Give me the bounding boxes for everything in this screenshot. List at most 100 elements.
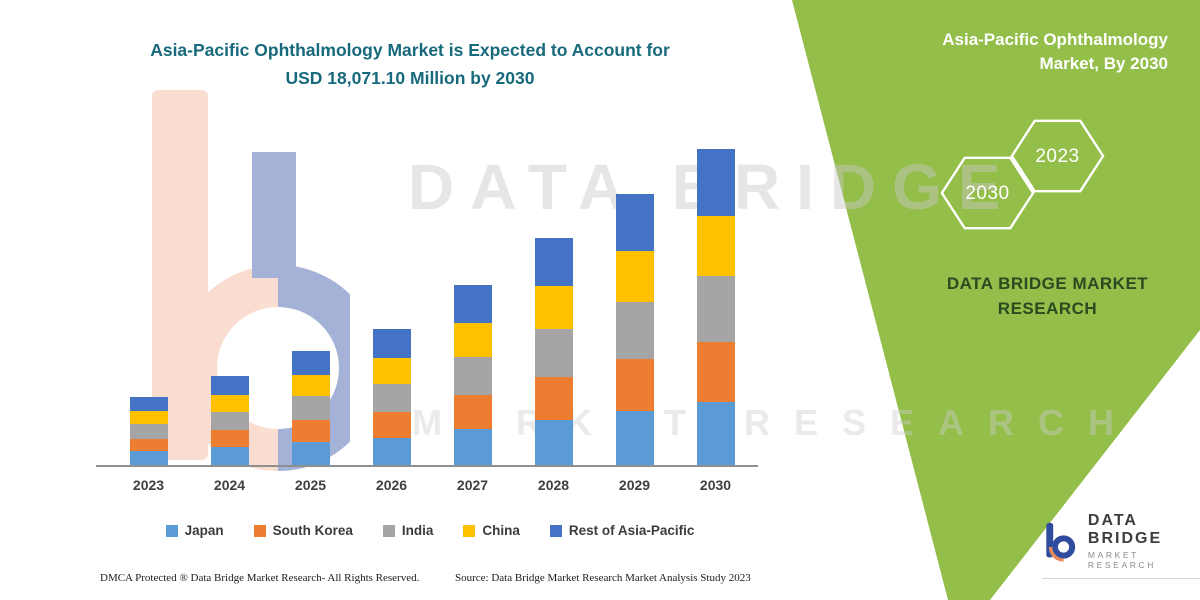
bar-segment-japan — [696, 401, 735, 465]
bar-segment-india — [534, 329, 573, 377]
stacked-bar-2029 — [615, 98, 654, 465]
legend-label: South Korea — [272, 523, 353, 538]
bar-segment-india — [372, 383, 411, 413]
bar-segment-rest-of-asia-pacific — [534, 238, 573, 286]
legend-swatch — [549, 524, 562, 537]
footer-logo-subtitle: MARKET RESEARCH — [1087, 550, 1156, 570]
bar-group-2027: 2027 — [432, 98, 513, 498]
x-axis-label: 2024 — [213, 477, 246, 493]
side-panel-title: Asia-Pacific Ophthalmology Market, By 20… — [942, 30, 1168, 73]
bar-segment-south-korea — [615, 359, 654, 411]
legend-label: China — [482, 523, 520, 538]
legend-label: India — [401, 523, 434, 538]
footer-logo-title: DATA BRIDGE — [1087, 512, 1163, 547]
legend-item-china: China — [463, 523, 520, 538]
hexagon-outline-icon — [1010, 119, 1105, 193]
bar-segment-rest-of-asia-pacific — [453, 284, 492, 323]
bar-segment-india — [615, 302, 654, 360]
stacked-bar-2025 — [291, 98, 330, 465]
bar-segment-china — [534, 285, 573, 330]
bar-segment-japan — [534, 419, 573, 465]
bar-segment-india — [210, 411, 249, 431]
bar-segment-china — [696, 215, 735, 276]
bar-segment-south-korea — [210, 430, 249, 448]
hexagon-outline-icon — [940, 156, 1035, 230]
x-axis-label: 2026 — [375, 477, 408, 493]
legend-swatch — [463, 524, 476, 537]
bar-segment-china — [129, 411, 168, 425]
legend-item-india: India — [382, 523, 434, 538]
stacked-bar-2023 — [129, 98, 168, 465]
dmca-notice: DMCA Protected ® Data Bridge Market Rese… — [100, 572, 420, 584]
bar-segment-south-korea — [129, 438, 168, 452]
legend-label: Rest of Asia-Pacific — [568, 523, 695, 538]
legend-swatch — [253, 524, 266, 537]
data-bridge-logo-icon — [1046, 522, 1076, 562]
bar-chart: 2023 2024 2025 2026 2027 2028 2029 2030 — [108, 98, 756, 498]
bar-group-2028: 2028 — [513, 98, 594, 498]
x-axis-label: 2025 — [294, 477, 327, 493]
legend-item-japan: Japan — [165, 523, 224, 538]
x-axis-label: 2027 — [456, 477, 489, 493]
x-axis-label: 2023 — [132, 477, 165, 493]
bar-segment-china — [291, 374, 330, 397]
bar-segment-south-korea — [372, 412, 411, 438]
bar-group-2023: 2023 — [108, 98, 189, 498]
bar-segment-south-korea — [696, 341, 735, 402]
stacked-bar-2027 — [453, 98, 492, 465]
bar-group-2026: 2026 — [351, 98, 432, 498]
hexagon-badge-2023: 2023 — [1010, 118, 1105, 196]
chart-title-line2: USD 18,071.10 Million by 2030 — [285, 68, 535, 88]
footer-logo: DATA BRIDGE MARKET RESEARCH — [1042, 512, 1200, 579]
bar-segment-south-korea — [534, 376, 573, 420]
chart-title: Asia-Pacific Ophthalmology Market is Exp… — [95, 36, 725, 92]
bar-segment-rest-of-asia-pacific — [372, 329, 411, 358]
bar-segment-japan — [372, 437, 411, 465]
bar-group-2024: 2024 — [189, 98, 270, 498]
bar-segment-india — [453, 356, 492, 395]
hexagon-badge-2030: 2030 — [940, 155, 1035, 233]
bar-segment-south-korea — [291, 420, 330, 443]
bar-segment-rest-of-asia-pacific — [129, 397, 168, 412]
legend-item-south-korea: South Korea — [253, 523, 353, 538]
stacked-bar-2024 — [210, 98, 249, 465]
legend-swatch — [165, 524, 178, 537]
chart-title-line1: Asia-Pacific Ophthalmology Market is Exp… — [150, 40, 670, 60]
legend: Japan South Korea India China Rest of Asia-P… — [100, 523, 760, 538]
bar-segment-india — [129, 424, 168, 439]
x-axis-line — [96, 465, 758, 467]
bar-group-2029: 2029 — [594, 98, 675, 498]
bar-segment-china — [210, 394, 249, 412]
x-axis-label: 2028 — [537, 477, 570, 493]
bar-segment-china — [615, 250, 654, 303]
bar-segment-south-korea — [453, 394, 492, 429]
source-note: Source: Data Bridge Market Research Mark… — [455, 572, 751, 584]
x-axis-label: 2029 — [618, 477, 651, 493]
bar-segment-japan — [615, 410, 654, 465]
bar-group-2030: 2030 — [675, 98, 756, 498]
bar-segment-rest-of-asia-pacific — [696, 149, 735, 216]
stacked-bar-2030 — [696, 98, 735, 465]
footer-logo-text: DATA BRIDGE MARKET RESEARCH — [1088, 512, 1200, 570]
bar-segment-japan — [291, 442, 330, 465]
bar-segment-japan — [129, 451, 168, 465]
bar-segment-rest-of-asia-pacific — [615, 193, 654, 251]
bar-segment-japan — [453, 428, 492, 465]
hexagon-label-2023: 2023 — [1035, 146, 1080, 167]
bar-segment-rest-of-asia-pacific — [291, 350, 330, 375]
bar-segment-rest-of-asia-pacific — [210, 375, 249, 395]
bar-segment-india — [696, 275, 735, 342]
bar-segment-india — [291, 396, 330, 421]
bar-segment-japan — [210, 447, 249, 465]
legend-label: Japan — [184, 523, 224, 538]
bar-segment-china — [453, 322, 492, 357]
x-axis-label: 2030 — [699, 477, 732, 493]
legend-swatch — [382, 524, 395, 537]
bar-segment-china — [372, 357, 411, 384]
stacked-bar-2028 — [534, 98, 573, 465]
bar-group-2025: 2025 — [270, 98, 351, 498]
hexagon-label-2030: 2030 — [965, 183, 1010, 204]
stacked-bar-2026 — [372, 98, 411, 465]
legend-item-rest-of-asia-pacific: Rest of Asia-Pacific — [549, 523, 695, 538]
